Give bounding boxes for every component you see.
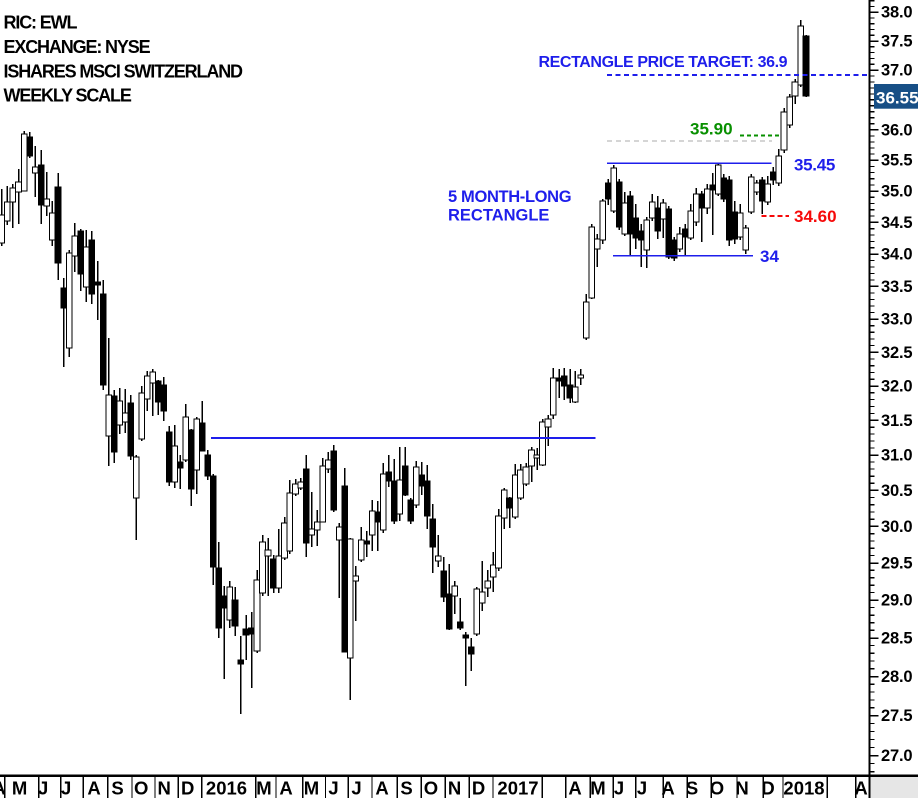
svg-text:N: N: [735, 778, 748, 798]
svg-text:J: J: [614, 778, 624, 798]
svg-text:35.90: 35.90: [690, 120, 733, 139]
svg-text:5 MONTH-LONG: 5 MONTH-LONG: [448, 188, 571, 206]
svg-text:33.0: 33.0: [881, 311, 912, 329]
svg-text:WEEKLY SCALE: WEEKLY SCALE: [4, 86, 132, 106]
svg-text:A: A: [0, 778, 6, 798]
svg-text:34: 34: [760, 247, 779, 266]
svg-text:N: N: [448, 778, 461, 798]
svg-text:36.0: 36.0: [881, 121, 912, 139]
svg-text:30.5: 30.5: [881, 482, 912, 500]
svg-text:37.5: 37.5: [881, 33, 912, 51]
svg-text:O: O: [710, 778, 724, 798]
svg-text:S: S: [111, 778, 123, 798]
svg-text:A: A: [568, 778, 581, 798]
svg-text:32.5: 32.5: [881, 344, 912, 362]
svg-text:O: O: [134, 778, 148, 798]
svg-text:M: M: [12, 778, 27, 798]
svg-text:J: J: [637, 778, 647, 798]
svg-text:34.0: 34.0: [881, 246, 912, 264]
svg-text:31.5: 31.5: [881, 412, 912, 430]
svg-text:2017: 2017: [497, 778, 538, 798]
svg-text:31.0: 31.0: [881, 447, 912, 465]
svg-text:M: M: [590, 778, 605, 798]
svg-text:33.5: 33.5: [881, 278, 912, 296]
svg-text:30.0: 30.0: [881, 518, 912, 536]
svg-text:34.5: 34.5: [881, 214, 912, 232]
svg-text:29.5: 29.5: [881, 555, 912, 573]
svg-text:37.0: 37.0: [881, 62, 912, 80]
svg-text:D: D: [181, 778, 194, 798]
svg-text:29.0: 29.0: [881, 592, 912, 610]
svg-text:D: D: [761, 778, 774, 798]
svg-text:RECTANGLE: RECTANGLE: [448, 207, 549, 225]
svg-text:28.0: 28.0: [881, 668, 912, 686]
svg-text:2018: 2018: [783, 778, 824, 798]
svg-text:38.0: 38.0: [881, 4, 912, 22]
svg-text:J: J: [38, 778, 48, 798]
svg-text:27.0: 27.0: [881, 747, 912, 765]
svg-text:36.55: 36.55: [876, 89, 918, 108]
svg-text:J: J: [61, 778, 71, 798]
svg-text:32.0: 32.0: [881, 378, 912, 396]
svg-text:A: A: [661, 778, 674, 798]
svg-text:S: S: [400, 778, 412, 798]
svg-text:27.5: 27.5: [881, 707, 912, 725]
svg-text:A: A: [375, 778, 388, 798]
svg-text:M: M: [256, 778, 271, 798]
svg-text:A: A: [87, 778, 100, 798]
svg-text:35.45: 35.45: [794, 156, 835, 175]
svg-text:M: M: [304, 778, 319, 798]
svg-text:N: N: [158, 778, 171, 798]
svg-text:A: A: [854, 778, 867, 798]
svg-text:J: J: [351, 778, 361, 798]
svg-text:34.60: 34.60: [794, 207, 837, 226]
svg-text:EXCHANGE: NYSE: EXCHANGE: NYSE: [4, 37, 151, 57]
svg-text:2016: 2016: [206, 778, 247, 798]
svg-text:A: A: [279, 778, 292, 798]
svg-text:35.5: 35.5: [881, 152, 912, 170]
svg-text:RIC: EWL: RIC: EWL: [4, 13, 78, 33]
svg-text:S: S: [686, 778, 698, 798]
svg-text:35.0: 35.0: [881, 183, 912, 201]
svg-text:D: D: [472, 778, 485, 798]
svg-text:O: O: [424, 778, 438, 798]
svg-text:ISHARES MSCI SWITZERLAND: ISHARES MSCI SWITZERLAND: [4, 61, 244, 81]
svg-text:J: J: [328, 778, 338, 798]
svg-text:RECTANGLE PRICE TARGET: 36.9: RECTANGLE PRICE TARGET: 36.9: [539, 54, 788, 71]
svg-text:28.5: 28.5: [881, 630, 912, 648]
